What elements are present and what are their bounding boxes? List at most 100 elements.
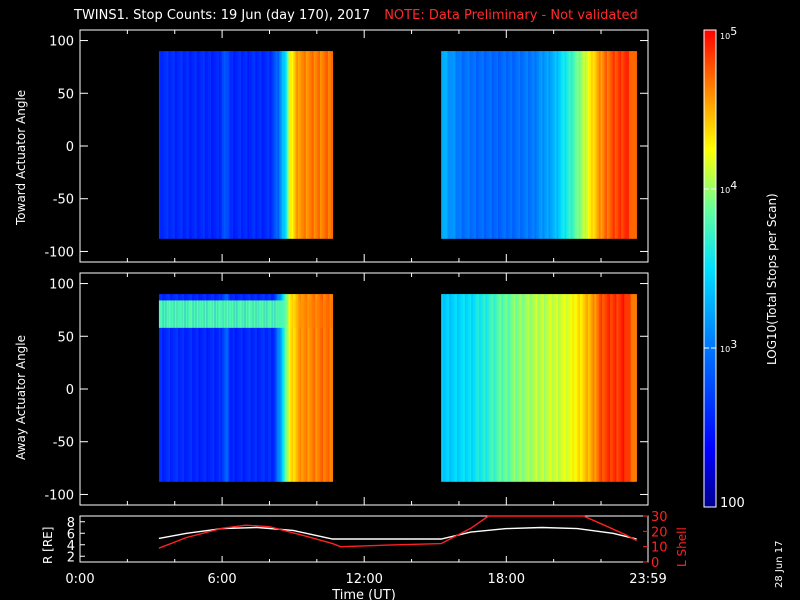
heatmap-band [329,300,332,328]
heatmap-column [277,294,280,482]
heatmap-column [600,294,603,482]
heatmap-column [274,51,277,239]
heatmap-band [234,300,237,328]
heatmap-column [176,294,179,482]
heatmap-column [163,51,166,239]
x-tick-label: 23:59 [629,572,666,587]
heatmap-column [569,294,572,482]
heatmap-column [507,51,510,239]
heatmap-column [535,294,538,482]
heatmap-column [253,294,256,482]
heatmap-column [163,294,166,482]
heatmap-column [297,51,300,239]
heatmap-band [237,300,240,328]
heatmap-column [160,294,163,482]
heatmap-column [228,294,231,482]
heatmap-column [301,294,304,482]
heatmap-column [588,294,590,482]
heatmap-column [181,51,184,239]
heatmap-band [190,300,193,328]
heatmap-column [633,294,636,482]
heatmap-column [505,294,508,482]
heatmap-column [212,294,215,482]
heatmap-band [323,300,326,328]
heatmap-column [327,51,330,239]
heatmap-column [606,294,609,482]
heatmap-column [304,294,307,482]
heatmap-column [331,294,334,482]
heatmap-column [625,51,628,239]
heatmap-band [173,300,176,328]
heatmap-band [220,300,223,328]
heatmap-column [474,51,477,239]
heatmap-band [185,300,188,328]
heatmap-column [171,294,174,482]
heatmap-column [239,51,242,239]
heatmap-column [190,294,193,482]
heatmap-column [521,294,524,482]
heatmap-column [452,294,455,482]
heatmap-column [472,294,475,482]
heatmap-column [199,51,202,239]
heatmap-column [556,51,559,239]
heatmap-column [578,51,581,239]
heatmap-column [244,51,247,239]
heatmap-band [181,300,184,328]
heatmap-column [222,294,225,482]
heatmap-band [204,300,207,328]
heatmap-column [190,51,193,239]
heatmap-column [545,294,548,482]
heatmap-column [445,51,448,239]
heatmap-column [482,51,485,239]
heatmap-column [271,294,274,482]
heatmap-column [203,51,206,239]
heatmap-column [629,51,632,239]
heatmap-column [599,294,602,482]
heatmap-band [218,300,221,328]
heatmap-column [447,294,450,482]
heatmap-column [226,51,229,239]
heatmap-column [209,51,212,239]
heatmap-column [494,51,497,239]
heatmap-column [619,294,622,482]
heatmap-band [272,300,275,328]
heatmap-column [625,294,628,482]
colorbar-tick-label: 100 [720,496,745,511]
heatmap-column [453,51,456,239]
heatmap-column [573,51,576,239]
heatmap-column [212,51,215,239]
heatmap-column [267,51,270,239]
heatmap-column [450,51,453,239]
heatmap-column [327,294,330,482]
colorbar-tick-exp: 3 [730,338,737,351]
heatmap-band [188,300,191,328]
heatmap-column [550,51,553,239]
heatmap-column [280,294,283,482]
colorbar-tick-label: 104 [720,179,737,195]
heatmap-column [170,51,172,239]
heatmap-column [505,51,508,239]
heatmap-band [277,300,280,328]
colorbar-ramp [703,29,717,508]
heatmap-column [452,51,455,239]
date-stamp: 28 Jun 17 [774,540,785,588]
heatmap-column [307,51,310,239]
heatmap-column [272,51,275,239]
heatmap-column [263,294,266,482]
heatmap-column [471,294,474,482]
heatmap-column [231,51,234,239]
heatmap-column [479,51,482,239]
away-angle-panel: 100 50 0 -50 -100 [44,272,649,506]
heatmap-column [513,294,516,482]
heatmap-column [220,51,223,239]
heatmap-column [324,51,327,239]
heatmap-column [245,294,248,482]
heatmap-column [627,294,630,482]
heatmap-column [173,294,176,482]
heatmap-column [635,51,637,239]
heatmap-column [562,51,565,239]
heatmap-column [321,51,324,239]
heatmap-band [294,300,297,328]
heatmap-column [523,294,526,482]
heatmap-column [179,294,182,482]
